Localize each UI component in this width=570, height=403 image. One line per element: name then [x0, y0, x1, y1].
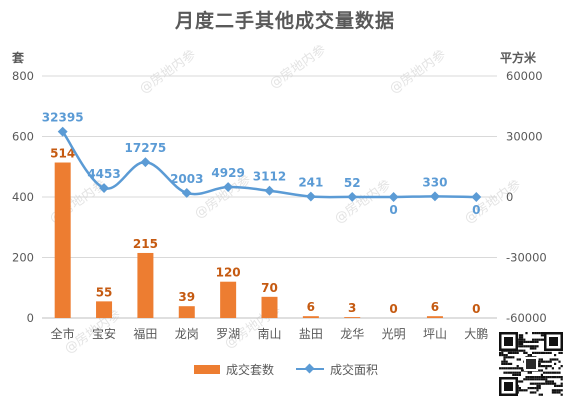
line-point-龙华	[347, 191, 358, 202]
legend-line-label: 成交面积	[330, 362, 379, 377]
line-label-全市: 32395	[42, 111, 84, 125]
line-label-龙华: 52	[344, 176, 361, 190]
line-point-龙岗	[181, 188, 192, 198]
bar-福田	[137, 252, 154, 318]
left-tick-800: 800	[12, 69, 34, 83]
bar-罗湖	[220, 281, 237, 318]
left-axis-unit: 套	[12, 51, 25, 65]
line-point-光明	[388, 192, 399, 202]
bar-盐田	[302, 316, 319, 318]
right-tick-30000: 30000	[506, 130, 543, 144]
line-label-坪山: 330	[422, 175, 447, 189]
bar-全市	[54, 162, 71, 318]
line-label-罗湖: 4929	[211, 166, 244, 180]
left-tick-0: 0	[27, 311, 34, 325]
line-point-罗湖	[223, 182, 234, 193]
x-tick-盐田: 盐田	[299, 327, 323, 341]
right-tick--60000: -60000	[506, 311, 547, 325]
bar-label-大鹏: 0	[472, 302, 480, 316]
bar-label-福田: 215	[133, 237, 158, 251]
bar-龙华	[344, 317, 361, 318]
x-tick-罗湖: 罗湖	[216, 326, 240, 341]
watermark-1: @房地内参	[266, 42, 328, 92]
right-tick-60000: 60000	[506, 69, 543, 83]
qr-code-icon	[497, 330, 565, 398]
line-label-光明: 0	[389, 203, 397, 217]
bar-label-坪山: 6	[431, 300, 439, 314]
x-tick-全市: 全市	[51, 326, 75, 341]
line-point-盐田	[305, 191, 316, 202]
x-tick-坪山: 坪山	[423, 327, 447, 341]
line-point-宝安	[99, 183, 109, 193]
bar-坪山	[426, 316, 443, 318]
x-tick-福田: 福田	[133, 326, 157, 341]
watermark-0: @房地内参	[136, 47, 198, 97]
line-label-大鹏: 0	[472, 203, 480, 217]
watermark-2: @房地内参	[386, 47, 448, 97]
bar-label-宝安: 55	[96, 285, 113, 299]
line-label-龙岗: 2003	[170, 172, 203, 186]
watermark-6: @房地内参	[461, 177, 523, 227]
right-axis-unit: 平方米	[500, 51, 537, 65]
left-tick-400: 400	[12, 190, 34, 204]
legend-line-swatch	[296, 363, 325, 375]
line-label-南山: 3112	[253, 170, 286, 184]
legend-item-line: 成交面积	[296, 361, 378, 378]
watermark-5: @房地内参	[331, 177, 393, 227]
chart-title: 月度二手其他成交量数据	[174, 10, 395, 32]
x-tick-龙岗: 龙岗	[175, 327, 199, 341]
line-point-坪山	[430, 191, 440, 202]
legend: 成交套数 成交面积	[194, 360, 400, 378]
left-tick-200: 200	[12, 251, 34, 265]
bar-label-光明: 0	[389, 302, 397, 316]
x-tick-光明: 光明	[382, 327, 406, 341]
bar-label-龙岗: 39	[178, 290, 195, 304]
bar-label-全市: 514	[50, 147, 75, 161]
x-tick-宝安: 宝安	[92, 326, 116, 341]
x-tick-南山: 南山	[257, 326, 281, 341]
bar-龙岗	[178, 306, 195, 318]
line-label-宝安: 4453	[87, 167, 120, 181]
line-label-福田: 17275	[125, 141, 167, 155]
line-point-大鹏	[471, 192, 482, 202]
bar-label-龙华: 3	[348, 301, 356, 315]
legend-bar-label: 成交套数	[226, 362, 275, 377]
bar-label-罗湖: 120	[216, 266, 241, 280]
bar-宝安	[96, 301, 113, 318]
legend-bar-swatch	[194, 364, 220, 374]
line-point-福田	[140, 157, 151, 168]
line-label-盐田: 241	[298, 176, 323, 190]
line-point-全市	[57, 126, 68, 137]
bar-label-盐田: 6	[307, 300, 315, 314]
left-tick-600: 600	[12, 130, 34, 144]
bar-南山	[261, 296, 278, 318]
bar-label-南山: 70	[261, 281, 278, 295]
x-tick-大鹏: 大鹏	[464, 327, 488, 341]
x-tick-龙华: 龙华	[340, 327, 364, 341]
line-point-南山	[264, 185, 275, 196]
legend-item-bar: 成交套数	[194, 361, 274, 378]
right-tick--30000: -30000	[506, 251, 547, 265]
right-tick-0: 0	[506, 190, 513, 204]
